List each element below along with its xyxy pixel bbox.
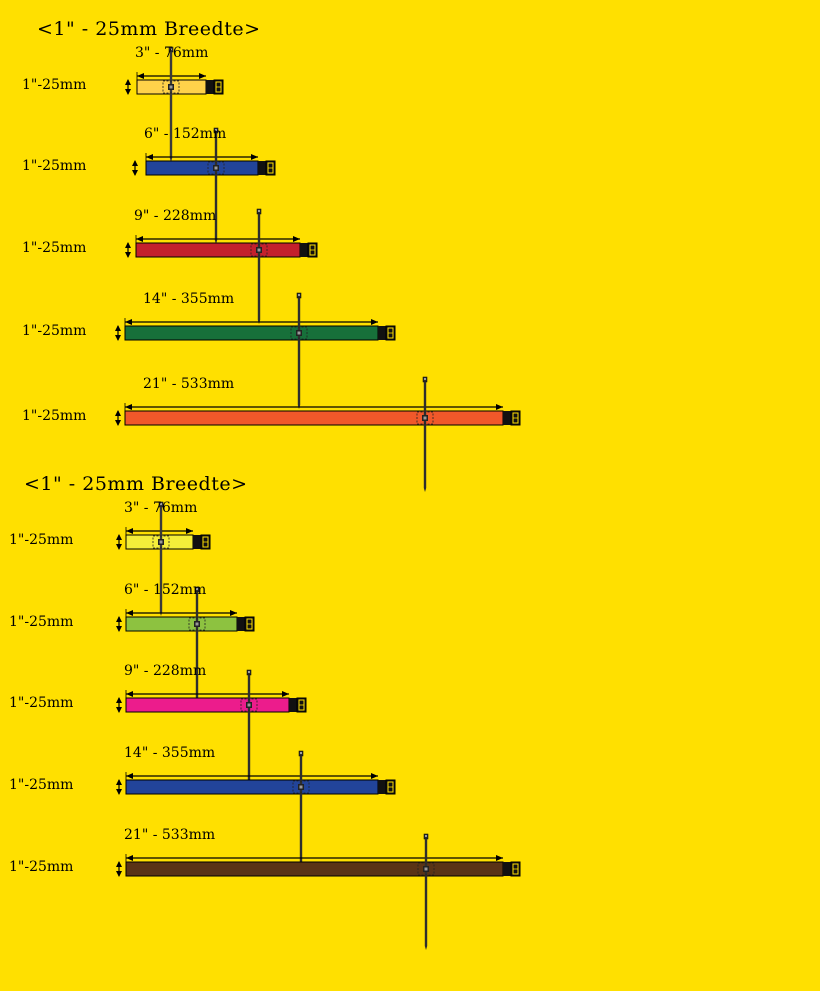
- width-label: 1"-25mm: [22, 240, 87, 256]
- strap-buckle: [503, 410, 521, 426]
- cable-tie: [292, 750, 310, 866]
- width-dimension-arrow: [132, 160, 138, 176]
- length-label: 6" - 152mm: [124, 582, 207, 598]
- cable-tie: [290, 292, 308, 409]
- strap-body: [125, 861, 504, 877]
- cable-tie: [250, 208, 268, 324]
- width-label: 1"-25mm: [9, 859, 74, 875]
- cable-tie: [162, 46, 180, 162]
- length-label: 6" - 152mm: [144, 126, 227, 142]
- width-dimension-arrow: [115, 325, 121, 341]
- width-dimension-arrow: [115, 410, 121, 426]
- length-label: 3" - 76mm: [135, 45, 209, 61]
- length-label: 21" - 533mm: [143, 376, 235, 392]
- width-label: 1"-25mm: [22, 408, 87, 424]
- cable-tie: [417, 833, 435, 950]
- cable-tie: [416, 376, 434, 492]
- section-title: <1" - 25mm Breedte>: [37, 18, 261, 40]
- width-dimension-arrow: [116, 534, 122, 550]
- width-dimension-arrow: [116, 779, 122, 795]
- section-title: <1" - 25mm Breedte>: [24, 473, 248, 495]
- width-label: 1"-25mm: [22, 77, 87, 93]
- length-dimension-arrow: [135, 235, 300, 257]
- width-dimension-arrow: [125, 79, 131, 95]
- length-label: 9" - 228mm: [124, 663, 207, 679]
- width-dimension-arrow: [125, 242, 131, 258]
- length-label: 14" - 355mm: [143, 291, 235, 307]
- strap-buckle: [258, 160, 276, 176]
- cable-tie: [207, 127, 225, 244]
- width-dimension-arrow: [116, 861, 122, 877]
- width-label: 1"-25mm: [9, 614, 74, 630]
- strap-buckle: [206, 79, 224, 95]
- strap-buckle: [193, 534, 211, 550]
- width-label: 1"-25mm: [22, 158, 87, 174]
- width-label: 1"-25mm: [9, 777, 74, 793]
- strap-buckle: [378, 325, 396, 341]
- strap-buckle: [503, 861, 521, 877]
- width-dimension-arrow: [116, 616, 122, 632]
- length-label: 21" - 533mm: [124, 827, 216, 843]
- strap-buckle: [289, 697, 307, 713]
- width-label: 1"-25mm: [22, 323, 87, 339]
- length-label: 14" - 355mm: [124, 745, 216, 761]
- length-label: 9" - 228mm: [134, 208, 217, 224]
- length-label: 3" - 76mm: [124, 500, 198, 516]
- cable-tie: [152, 501, 170, 616]
- width-dimension-arrow: [116, 697, 122, 713]
- strap-buckle: [378, 779, 396, 795]
- width-label: 1"-25mm: [9, 532, 74, 548]
- strap-buckle: [300, 242, 318, 258]
- strap-buckle: [237, 616, 255, 632]
- width-label: 1"-25mm: [9, 695, 74, 711]
